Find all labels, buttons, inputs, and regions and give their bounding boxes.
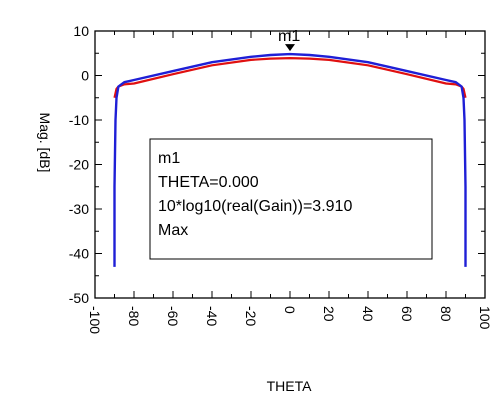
readout-line-name: m1: [158, 150, 180, 167]
readout-line-gain: 10*log10(real(Gain))=3.910: [158, 198, 352, 215]
axis-ticks: [94, 30, 486, 299]
y-tick-label: -40: [69, 246, 89, 262]
x-tick-label: 100: [477, 306, 493, 330]
x-tick-label: 60: [399, 306, 415, 322]
marker-arrow-icon: [285, 44, 295, 52]
marker-label: m1: [278, 28, 300, 45]
readout-line-theta: THETA=0.000: [158, 174, 259, 191]
series-group: [113, 52, 467, 267]
readout-frame: [149, 138, 433, 260]
readout-line-max: Max: [158, 222, 188, 239]
x-tick-label: 20: [321, 306, 337, 322]
marker-readout-box: m1 THETA=0.000 10*log10(real(Gain))=3.91…: [149, 138, 433, 260]
x-axis-label: THETA: [267, 378, 313, 394]
y-tick-label: 0: [81, 68, 89, 84]
x-tick-label: 0: [282, 306, 298, 314]
marker-m1: m1: [278, 28, 300, 52]
x-tick-label: 80: [438, 306, 454, 322]
y-tick-label: -30: [69, 201, 89, 217]
y-axis-label: Mag. [dB]: [37, 113, 53, 173]
x-tick-label: -40: [204, 306, 220, 326]
x-tick-label: 40: [360, 306, 376, 322]
y-tick-label: -20: [69, 157, 89, 173]
x-tick-labels: -100 -80 -60 -40 -20 0 20 40 60 80 100: [87, 306, 493, 334]
y-tick-labels: 10 0 -10 -20 -30 -40 -50: [69, 23, 89, 306]
y-tick-label: 10: [73, 23, 89, 39]
series-line-1: [113, 52, 467, 267]
x-tick-label: -100: [87, 306, 103, 334]
y-tick-label: -10: [69, 112, 89, 128]
x-tick-label: -60: [165, 306, 181, 326]
y-tick-label: -50: [69, 290, 89, 306]
x-tick-label: -20: [243, 306, 259, 326]
x-tick-label: -80: [126, 306, 142, 326]
